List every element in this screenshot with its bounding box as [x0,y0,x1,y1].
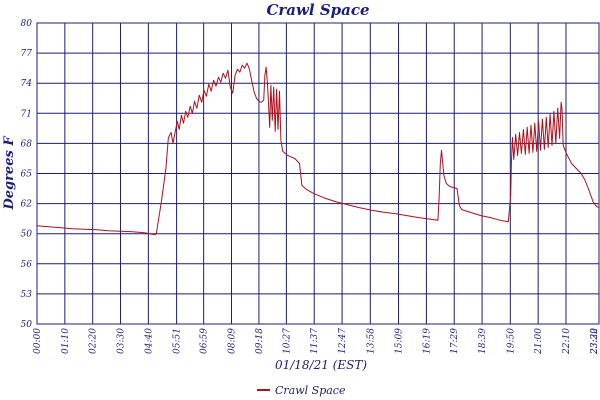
grid-lines [37,23,599,324]
x-tick-label: 11:37 [310,328,320,354]
y-tick-label: 80 [21,19,33,29]
x-tick-label: 08:09 [227,328,237,354]
x-tick-label: 06:59 [200,328,210,354]
x-tick-label: 19:50 [506,328,516,354]
x-tick-label: 04:40 [144,328,154,354]
x-tick-label: 13:58 [366,328,376,354]
x-tick-label: 21:00 [534,328,544,355]
x-tick-label: 18:39 [478,328,488,354]
x-tick-label: 09:18 [255,328,265,354]
x-tick-label: 01:10 [61,328,71,354]
legend: Crawl Space [257,384,346,397]
x-tick-label: 03:30 [117,328,127,354]
x-tick-label: 02:20 [89,328,99,354]
x-tick-label: 16:19 [422,328,432,354]
plot-frame [36,22,600,325]
legend-label: Crawl Space [275,384,346,397]
y-tick-label: 74 [21,79,33,89]
y-tick-label: 68 [21,139,33,149]
x-tick-label: 12:47 [338,328,348,354]
y-tick-label: 56 [21,260,33,270]
y-tick-label: 77 [21,49,33,59]
x-tick-label: 22:10 [562,328,572,355]
x-tick-label: 23:20 [590,328,600,355]
y-tick-label: 50 [21,230,33,240]
y-tick-label: 50 [21,320,33,330]
x-tick-label: 05:51 [173,328,183,354]
x-tick-label: 23:32 [590,328,600,355]
chart-title: Crawl Space [266,1,369,19]
y-tick-labels: 50 53 56 50 62 65 68 71 74 77 80 [21,19,33,330]
x-tick-label: 00:00 [33,328,43,354]
x-axis-label: 01/18/21 (EST) [275,358,367,372]
y-tick-label: 62 [21,200,33,210]
y-tick-label: 53 [21,290,33,300]
x-tick-labels: 00:00 01:10 02:20 03:30 04:40 05:51 06:59 08:09… [33,328,600,355]
series-layer [36,62,600,236]
y-tick-label: 71 [21,109,32,119]
x-tick-label: 15:09 [395,328,405,354]
x-tick-label: 17:29 [450,328,460,354]
y-tick-label: 65 [21,170,33,180]
y-axis-label: Degrees F [2,136,17,211]
series-line-crawl-space [36,62,600,236]
x-tick-label: 10:27 [282,328,292,354]
